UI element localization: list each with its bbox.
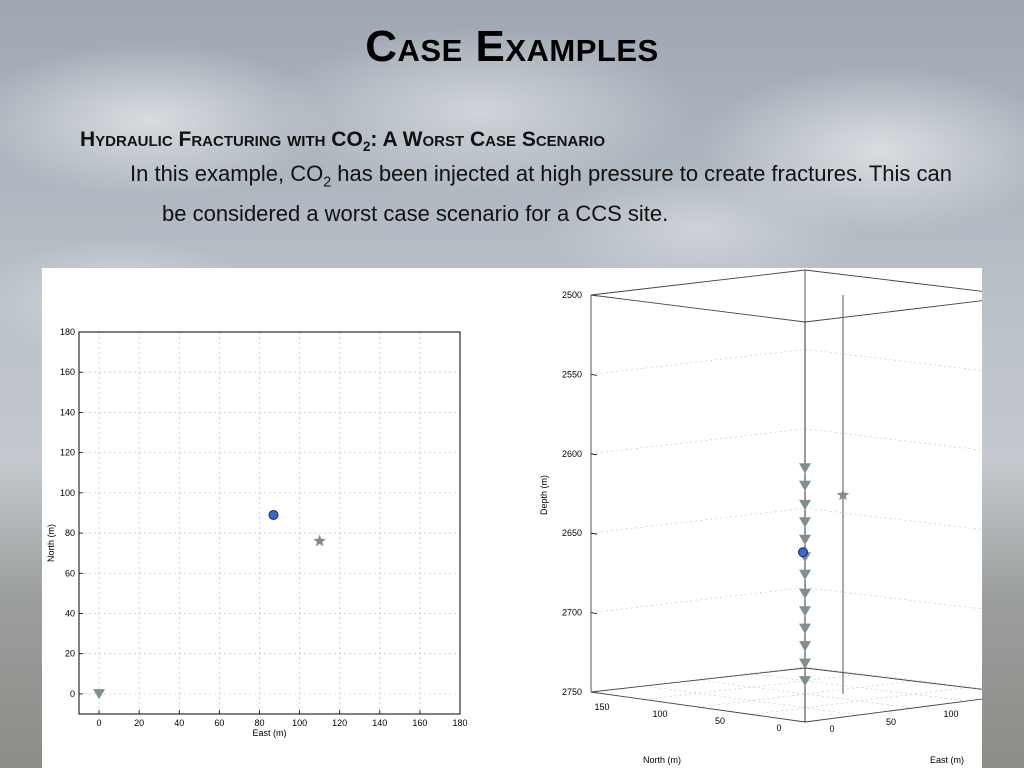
depth-tick <box>590 532 598 535</box>
north-tick-label: 0 <box>776 723 781 733</box>
box-edge <box>804 698 982 723</box>
3d-view-chart: 2500255026002650270027501501005000501001… <box>539 269 982 765</box>
depth-tick-label: 2750 <box>562 687 582 697</box>
box-edge <box>804 300 982 323</box>
x-tick-label: 40 <box>174 718 184 728</box>
x-tick-label: 160 <box>412 718 427 728</box>
depth-gridline <box>804 666 982 689</box>
east-tick-label: 100 <box>943 709 958 719</box>
north-tick-label: 50 <box>715 716 725 726</box>
north-tick-label: 150 <box>594 702 609 712</box>
slide-title: Case Examples <box>365 22 659 71</box>
subheading-prefix: Hydraulic Fracturing with CO <box>80 128 363 151</box>
subheading: Hydraulic Fracturing with CO2: A Worst C… <box>80 128 605 154</box>
y-axis-label: North (m) <box>46 524 56 562</box>
star-point <box>836 488 850 501</box>
north-axis-label: North (m) <box>643 755 681 765</box>
depth-gridline <box>804 428 982 451</box>
x-tick-label: 140 <box>372 718 387 728</box>
body-text: In this example, CO2 has been injected a… <box>130 158 962 229</box>
y-tick-label: 40 <box>65 608 75 618</box>
floor-gridline <box>644 674 860 700</box>
depth-gridline <box>804 349 982 372</box>
y-tick-label: 160 <box>60 367 75 377</box>
depth-axis-label: Depth (m) <box>539 475 549 515</box>
subheading-subscript: 2 <box>362 139 371 155</box>
receiver-point <box>799 499 811 511</box>
x-tick-label: 0 <box>97 718 102 728</box>
depth-tick-label: 2500 <box>562 290 582 300</box>
x-tick-label: 100 <box>292 718 307 728</box>
x-tick-label: 80 <box>254 718 264 728</box>
depth-tick-label: 2700 <box>562 608 582 618</box>
y-tick-label: 80 <box>65 528 75 538</box>
receiver-point <box>799 641 811 652</box>
x-tick-label: 60 <box>214 718 224 728</box>
event-point <box>798 547 808 558</box>
plot-area <box>79 332 460 714</box>
floor-gridline <box>751 687 968 715</box>
north-tick-label: 100 <box>652 709 667 719</box>
receiver-point <box>799 534 811 545</box>
receiver-point <box>799 569 811 580</box>
x-tick-label: 120 <box>332 718 347 728</box>
east-tick-label: 50 <box>886 717 896 727</box>
depth-tick-label: 2650 <box>562 528 582 538</box>
receiver-point <box>799 658 811 669</box>
depth-gridline <box>590 349 806 375</box>
depth-tick-label: 2600 <box>562 449 582 459</box>
east-axis-label: East (m) <box>930 755 964 765</box>
receiver-point <box>799 517 811 528</box>
floor-gridline <box>697 679 914 709</box>
receiver-point <box>799 606 811 617</box>
depth-tick <box>590 453 598 456</box>
map-view-chart: 0 20 40 60 80 100 120 140 160 180 0 20 40 60 80 100 120 1… <box>46 327 468 738</box>
y-tick-label: 180 <box>60 327 75 337</box>
depth-gridline <box>590 507 806 534</box>
east-tick-label: 0 <box>829 724 834 734</box>
body-text-part1: In this example, CO <box>130 161 324 186</box>
box-edge <box>590 269 806 296</box>
x-axis-label: East (m) <box>252 728 286 738</box>
depth-gridline <box>590 428 806 455</box>
receiver-point <box>799 588 811 599</box>
box-edge <box>590 294 806 323</box>
receiver-point <box>799 463 811 474</box>
receiver-point <box>799 480 811 491</box>
receiver-point <box>93 689 106 700</box>
floor-gridline <box>644 685 860 716</box>
y-tick-label: 100 <box>60 488 75 498</box>
box-edge <box>590 691 806 723</box>
y-tick-label: 60 <box>65 568 75 578</box>
y-tick-label: 20 <box>65 649 75 659</box>
receiver-point <box>799 676 811 687</box>
depth-gridline <box>804 507 982 530</box>
receiver-point <box>799 623 811 634</box>
box-edge <box>804 667 982 690</box>
box-edge <box>804 269 982 292</box>
floor-gridline <box>697 680 914 708</box>
y-tick-label: 120 <box>60 448 75 458</box>
depth-gridline <box>590 587 806 613</box>
subheading-suffix: : A Worst Case Scenario <box>370 128 606 151</box>
star-point <box>313 534 326 547</box>
floor-gridline <box>751 673 968 702</box>
depth-gridline <box>804 587 982 610</box>
depth-tick-label: 2550 <box>562 369 582 379</box>
box-edge <box>590 667 806 693</box>
y-tick-label: 0 <box>70 689 75 699</box>
y-tick-label: 140 <box>60 407 75 417</box>
body-text-subscript: 2 <box>323 174 332 191</box>
body-text-part2: has been injected at high pressure to cr… <box>162 161 952 227</box>
depth-gridline <box>804 269 982 292</box>
x-tick-label: 180 <box>452 718 467 728</box>
event-point <box>268 509 279 520</box>
x-tick-label: 20 <box>134 718 144 728</box>
depth-tick <box>590 612 598 614</box>
figure-panel: 0 20 40 60 80 100 120 140 160 180 0 20 40 60 80 100 120 1… <box>42 268 982 768</box>
depth-tick <box>590 374 598 376</box>
plot-frame <box>78 331 461 715</box>
